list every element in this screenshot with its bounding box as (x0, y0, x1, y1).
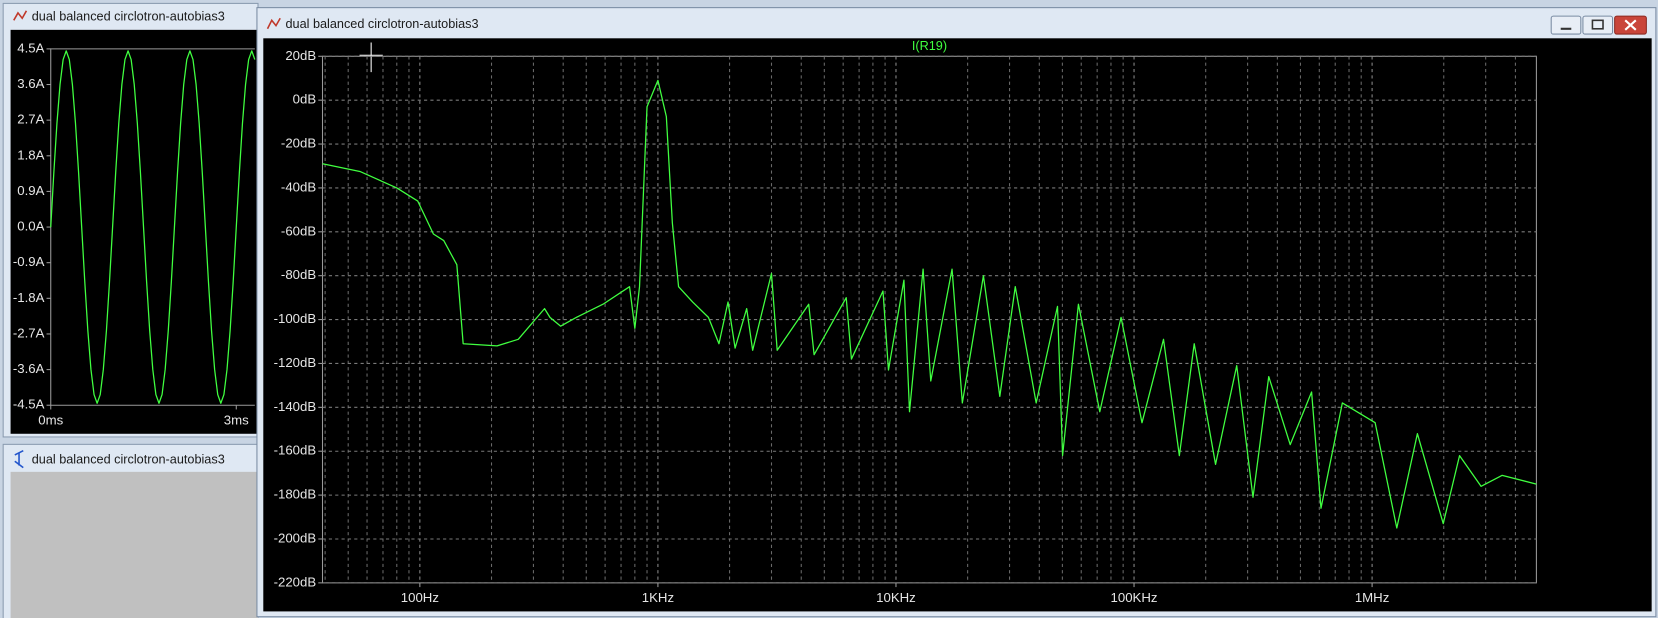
x-tick-label: 1MHz (1355, 590, 1389, 605)
y-tick-label: -100dB (274, 311, 317, 326)
window-title: dual balanced circlotron-autobias3 (32, 453, 225, 467)
window-icon (13, 10, 28, 21)
y-tick-label: -1.8A (13, 290, 45, 305)
y-tick-label: -40dB (281, 179, 316, 194)
y-tick-label: 3.6A (17, 76, 44, 91)
y-tick-label: -4.5A (13, 397, 45, 412)
y-tick-label: -200dB (274, 530, 317, 545)
x-tick-label: 100Hz (401, 590, 439, 605)
y-tick-label: 20dB (285, 48, 316, 63)
window-icon (14, 449, 24, 469)
y-tick-label: -220dB (274, 574, 317, 589)
window-title: dual balanced circlotron-autobias3 (32, 10, 225, 24)
trace (50, 50, 256, 404)
x-tick-label: 10KHz (876, 590, 916, 605)
y-tick-label: -20dB (281, 136, 316, 151)
y-tick-label: -2.7A (13, 325, 45, 340)
restore-button[interactable] (1582, 15, 1614, 35)
y-tick-label: 0dB (293, 92, 317, 107)
x-tick-label: 3ms (224, 413, 249, 428)
y-tick-label: -3.6A (13, 361, 45, 376)
y-tick-label: -140dB (274, 399, 317, 414)
close-glyph (1624, 19, 1637, 31)
y-tick-label: 0.0A (17, 219, 44, 234)
y-tick-label: -60dB (281, 223, 316, 238)
y-tick-label: -160dB (274, 443, 317, 458)
y-tick-label: 1.8A (17, 147, 44, 162)
schematic-pane (10, 471, 259, 618)
y-tick-label: -0.9A (13, 254, 45, 269)
trace-name: I(R19) (912, 39, 947, 53)
plot-pane (263, 38, 1652, 612)
window-title: dual balanced circlotron-autobias3 (285, 17, 478, 31)
y-tick-label: 0.9A (17, 183, 44, 198)
window-icon (266, 17, 281, 30)
x-tick-label: 100KHz (1111, 590, 1158, 605)
cursor (359, 42, 383, 73)
plot-pane (10, 29, 259, 434)
y-tick-label: 4.5A (17, 40, 44, 55)
minimize-button[interactable] (1550, 15, 1582, 35)
trace (322, 79, 1537, 529)
y-tick-label: -120dB (274, 355, 317, 370)
x-tick-label: 1KHz (642, 590, 674, 605)
y-tick-label: -180dB (274, 487, 317, 502)
x-tick-label: 0ms (38, 413, 63, 428)
y-tick-label: 2.7A (17, 112, 44, 127)
y-tick-label: -80dB (281, 267, 316, 282)
restore-glyph (1591, 19, 1604, 30)
